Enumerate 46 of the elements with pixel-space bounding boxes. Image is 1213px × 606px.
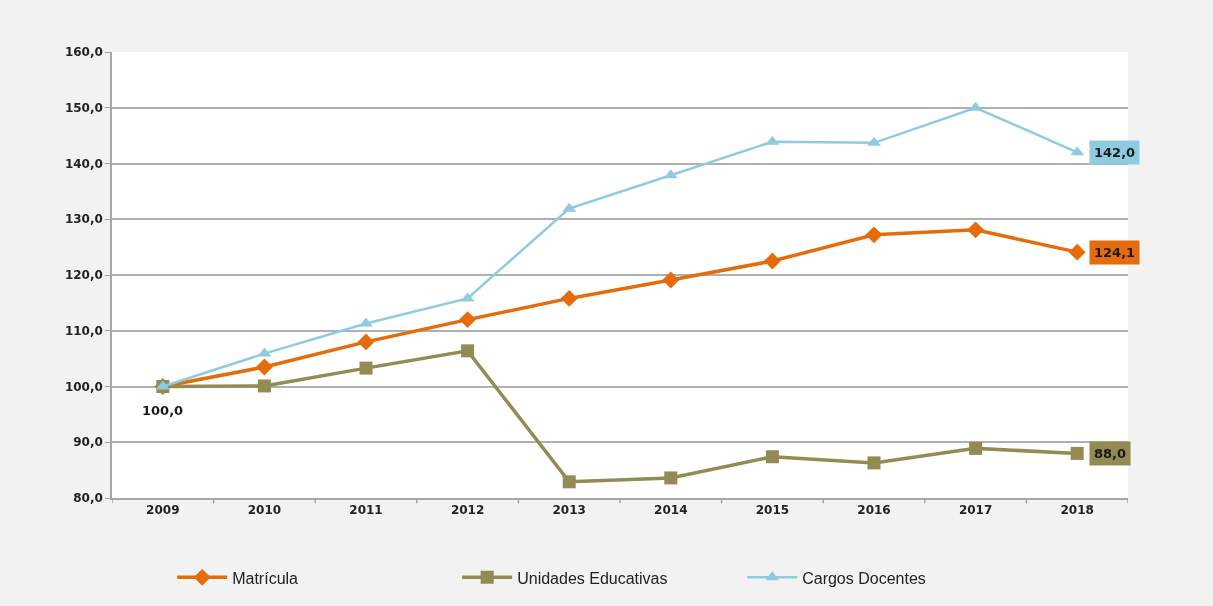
point xyxy=(1068,243,1086,261)
point xyxy=(969,441,983,455)
point xyxy=(359,361,373,375)
legend-label: Cargos Docentes xyxy=(802,569,926,587)
y-tick-label: 120,0 xyxy=(64,268,103,283)
y-tick-label: 150,0 xyxy=(64,100,103,115)
x-tick-label: 2018 xyxy=(1060,503,1094,518)
x-tick-label: 2014 xyxy=(654,503,688,518)
x-tick-label: 2013 xyxy=(552,503,586,518)
point xyxy=(865,226,883,244)
y-tick-label: 90,0 xyxy=(73,435,103,450)
point xyxy=(560,289,578,307)
y-tick-label: 140,0 xyxy=(64,156,103,171)
point xyxy=(867,456,881,470)
point xyxy=(1070,446,1084,460)
y-tick-label: 160,0 xyxy=(64,45,103,60)
y-tick-label: 130,0 xyxy=(64,212,103,227)
point xyxy=(562,475,576,489)
point xyxy=(763,252,781,270)
data-label: 100,0 xyxy=(142,403,184,418)
point xyxy=(867,136,881,146)
point xyxy=(459,311,477,329)
y-tick-label: 80,0 xyxy=(73,491,103,506)
point xyxy=(461,344,475,358)
x-tick-label: 2012 xyxy=(450,503,485,518)
x-tick-label: 2011 xyxy=(349,503,383,518)
point xyxy=(967,221,985,239)
data-label: 124,1 xyxy=(1094,245,1136,260)
data-label: 88,0 xyxy=(1094,446,1127,461)
point xyxy=(255,358,273,376)
x-tick-label: 2015 xyxy=(755,503,790,518)
x-tick-label: 2010 xyxy=(247,503,282,518)
point xyxy=(662,271,680,289)
y-tick-label: 110,0 xyxy=(64,323,103,338)
legend-label: Unidades Educativas xyxy=(517,569,668,587)
x-tick-label: 2017 xyxy=(958,503,993,518)
x-tick-label: 2009 xyxy=(146,503,180,518)
legend-label: Matrícula xyxy=(232,569,299,587)
point xyxy=(359,317,373,327)
point xyxy=(357,333,375,351)
point xyxy=(664,471,678,485)
point xyxy=(257,379,271,393)
data-label: 142,0 xyxy=(1094,145,1136,160)
point xyxy=(765,450,779,464)
y-tick-label: 100,0 xyxy=(64,379,103,394)
x-tick-label: 2016 xyxy=(857,503,891,518)
